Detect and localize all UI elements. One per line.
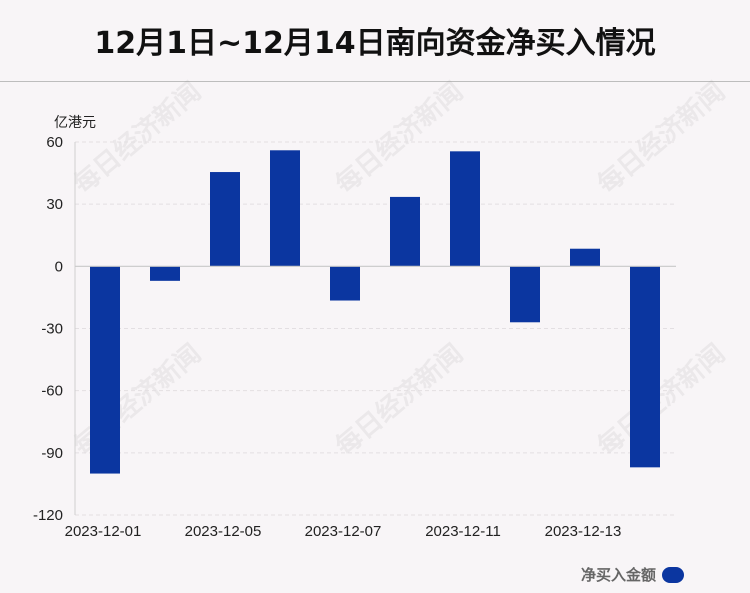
y-tick-label: -30 [41, 321, 63, 338]
legend-swatch [662, 566, 684, 583]
bar [330, 266, 360, 301]
bar [390, 196, 420, 267]
x-tick-label: 2023-12-07 [305, 523, 382, 540]
bar [90, 266, 120, 474]
x-tick-label: 2023-12-11 [425, 523, 501, 540]
legend-label: 净买入金额 [580, 566, 656, 584]
bar [210, 172, 240, 267]
y-axis-unit: 亿港元 [54, 115, 96, 131]
y-tick-label: 60 [46, 134, 63, 151]
bar [270, 150, 300, 267]
bar [510, 266, 540, 323]
y-tick-label: 0 [55, 258, 63, 275]
bar [630, 266, 660, 468]
bar [570, 248, 600, 267]
y-tick-label: -90 [41, 445, 63, 462]
title-divider [0, 81, 750, 82]
legend: 净买入金额 [581, 564, 684, 585]
x-tick-label: 2023-12-13 [545, 523, 622, 540]
x-tick-label: 2023-12-01 [65, 523, 142, 540]
y-tick-label: -120 [33, 507, 63, 524]
chart-title: 12月1日~12月14日南向资金净买入情况 [94, 26, 656, 61]
bar [150, 266, 180, 281]
y-tick-label: -60 [41, 383, 63, 400]
y-tick-label: 30 [46, 196, 63, 213]
x-tick-label: 2023-12-05 [185, 523, 262, 540]
bar [450, 151, 480, 267]
